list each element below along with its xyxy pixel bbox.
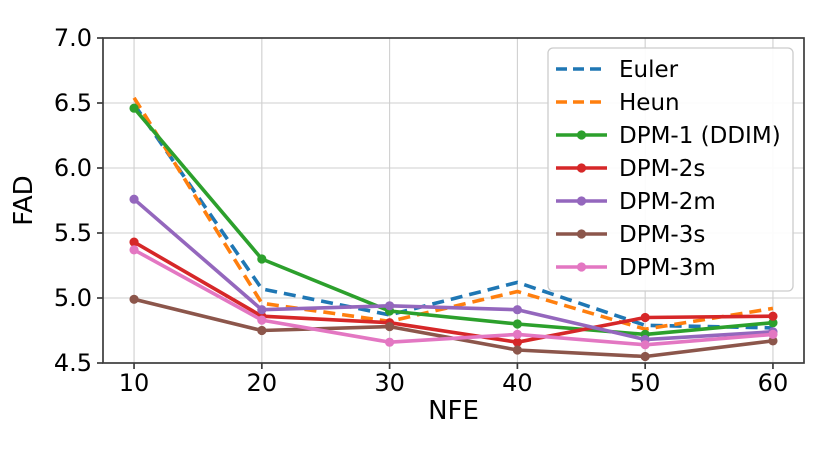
x-tick-label: 50 xyxy=(630,369,661,397)
x-axis-label: NFE xyxy=(428,396,479,426)
legend-item-heun: Heun xyxy=(556,90,680,116)
data-point-dpm-3m-40 xyxy=(512,329,522,339)
series-group xyxy=(129,96,778,362)
legend-item-dpm-2m: DPM-2m xyxy=(556,189,716,215)
legend-label-euler: Euler xyxy=(619,57,679,83)
legend-label-dpm-2s: DPM-2s xyxy=(619,156,705,182)
data-point-dpm-3m-60 xyxy=(768,329,778,339)
data-point-dpm-3s-30 xyxy=(385,322,395,332)
ticks: 10 20 30 40 50 60 7.0 6.5 6.0 5.5 5.0 4.5 xyxy=(54,24,788,397)
legend-label-dpm-3s: DPM-3s xyxy=(619,222,705,248)
data-point-dpm-2m-10 xyxy=(129,194,139,204)
legend-sample-dpm-3s-marker xyxy=(576,229,587,239)
legend-item-dpm-2s: DPM-2s xyxy=(556,156,705,182)
x-tick-label: 30 xyxy=(374,369,405,397)
data-point-dpm-3m-30 xyxy=(385,337,395,347)
x-tick-label: 60 xyxy=(758,369,789,397)
y-axis-label: FAD xyxy=(9,175,39,225)
legend-label-heun: Heun xyxy=(619,90,680,116)
data-point-dpm-2s-40 xyxy=(512,337,522,347)
y-tick-label: 6.5 xyxy=(54,89,92,117)
data-point-dpm-3m-20 xyxy=(257,315,267,325)
legend-sample-dpm-2m-marker xyxy=(576,196,587,206)
series-dpm-3m-markers xyxy=(129,245,778,350)
legend-box xyxy=(547,47,794,292)
legend-sample-dpm-3m-marker xyxy=(576,262,587,272)
series-dpm-1-ddim-line xyxy=(132,107,774,337)
data-point-dpm-2m-20 xyxy=(257,305,267,315)
data-point-dpm-3m-50 xyxy=(640,340,650,350)
legend-item-euler: Euler xyxy=(556,57,679,83)
series-dpm-2m-line xyxy=(132,197,774,342)
data-point-dpm-3s-60 xyxy=(768,336,778,346)
data-point-dpm-3s-20 xyxy=(257,325,267,336)
series-euler-line xyxy=(132,103,773,330)
legend-item-dpm-3m: DPM-3m xyxy=(556,255,716,281)
y-tick-label: 5.5 xyxy=(54,219,92,247)
axes-box xyxy=(102,37,805,364)
data-point-dpm-3s-10 xyxy=(129,294,139,304)
data-point-dpm-3m-10 xyxy=(129,245,139,255)
legend-item-dpm-3s: DPM-3s xyxy=(556,222,705,248)
legend-label-dpm-1-ddim: DPM-1 (DDIM) xyxy=(619,123,781,149)
legend-item-dpm-1-ddim: DPM-1 (DDIM) xyxy=(556,123,781,149)
legend-label-dpm-2m: DPM-2m xyxy=(619,189,716,215)
x-tick-label: 40 xyxy=(502,369,533,397)
data-point-dpm-3s-50 xyxy=(640,351,650,362)
data-point-dpm-1-ddim-40 xyxy=(512,319,522,329)
y-tick-label: 5.0 xyxy=(54,284,92,312)
data-point-dpm-2s-60 xyxy=(768,311,778,321)
legend: Euler Heun DPM-1 (DDIM) DPM-2s DPM-2m DPM-3s D… xyxy=(547,47,794,292)
data-point-dpm-1-ddim-60 xyxy=(768,318,778,328)
x-tick-label: 10 xyxy=(119,369,150,397)
series-dpm-3s-markers xyxy=(129,294,778,362)
data-point-dpm-2s-10 xyxy=(129,237,139,247)
data-point-dpm-2m-30 xyxy=(385,301,395,311)
data-point-dpm-2m-40 xyxy=(512,305,522,315)
y-tick-label: 6.0 xyxy=(54,154,92,182)
legend-sample-dpm-1-ddim-marker xyxy=(576,130,587,140)
data-point-dpm-1-ddim-10 xyxy=(129,103,139,113)
data-point-dpm-2s-50 xyxy=(640,312,650,323)
y-tick-label: 7.0 xyxy=(54,24,92,52)
data-point-dpm-1-ddim-20 xyxy=(257,254,267,264)
legend-label-dpm-3m: DPM-3m xyxy=(619,255,716,281)
series-heun-line xyxy=(132,96,774,332)
legend-sample-dpm-2s-marker xyxy=(576,163,587,173)
series-dpm-2s-line xyxy=(133,240,773,345)
data-point-dpm-3s-40 xyxy=(512,345,522,355)
y-tick-label: 4.5 xyxy=(54,349,92,377)
series-dpm-3m-line xyxy=(133,248,774,347)
x-tick-label: 20 xyxy=(247,369,278,397)
